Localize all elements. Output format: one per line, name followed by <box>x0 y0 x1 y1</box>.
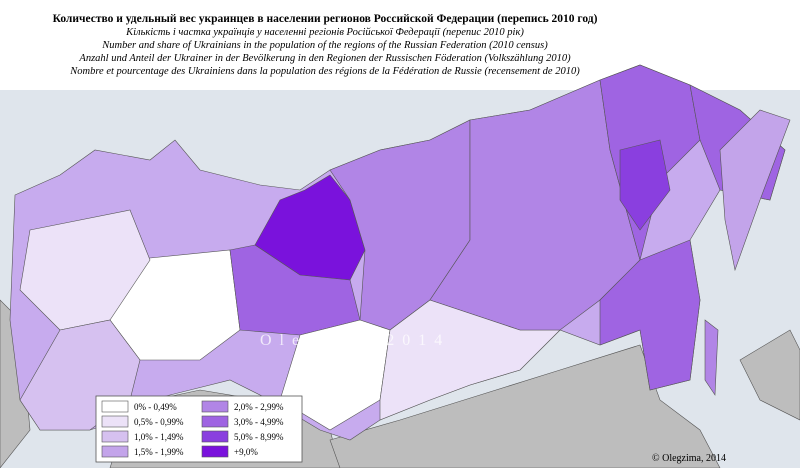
legend-swatch <box>201 415 229 428</box>
legend-box <box>95 395 303 463</box>
subtitle: Кількість і частка українців у населенні… <box>125 27 524 38</box>
legend-label: 0% - 0,49% <box>134 402 177 412</box>
legend-label: 1,5% - 1,99% <box>134 447 184 457</box>
subtitle: Number and share of Ukrainians in the po… <box>101 40 548 51</box>
legend: 0% - 0,49% 0,5% - 0,99% 1,0% - 1,49% 1,5% -… <box>95 395 303 463</box>
header-bg <box>0 0 800 90</box>
legend-swatch <box>201 430 229 443</box>
watermark: O l e g z i m a 2 0 1 4 <box>260 332 444 349</box>
legend-swatch <box>101 400 129 413</box>
legend-swatch <box>201 445 229 458</box>
legend-swatch <box>101 445 129 458</box>
title: Количество и удельный вес украинцев в на… <box>53 13 598 25</box>
region <box>704 319 719 396</box>
region <box>599 239 701 391</box>
legend-swatch <box>201 400 229 413</box>
legend-label: 3,0% - 4,99% <box>234 417 284 427</box>
legend-label: +9,0% <box>234 447 258 457</box>
copyright: © Olegzima, 2014 <box>652 453 726 464</box>
region <box>619 139 671 231</box>
legend-swatch <box>101 415 129 428</box>
legend-label: 5,0% - 8,99% <box>234 432 284 442</box>
titles: Количество и удельный вес украинцев в на… <box>53 13 598 77</box>
neighbor-land <box>739 329 800 421</box>
legend-swatch <box>101 430 129 443</box>
subtitle: Anzahl und Anteil der Ukrainer in der Be… <box>78 53 571 64</box>
legend-label: 0,5% - 0,99% <box>134 417 184 427</box>
region <box>229 244 361 336</box>
legend-label: 2,0% - 2,99% <box>234 402 284 412</box>
legend-label: 1,0% - 1,49% <box>134 432 184 442</box>
region <box>719 109 791 272</box>
subtitle: Nombre et pourcentage des Ukrainiens dan… <box>69 66 580 77</box>
